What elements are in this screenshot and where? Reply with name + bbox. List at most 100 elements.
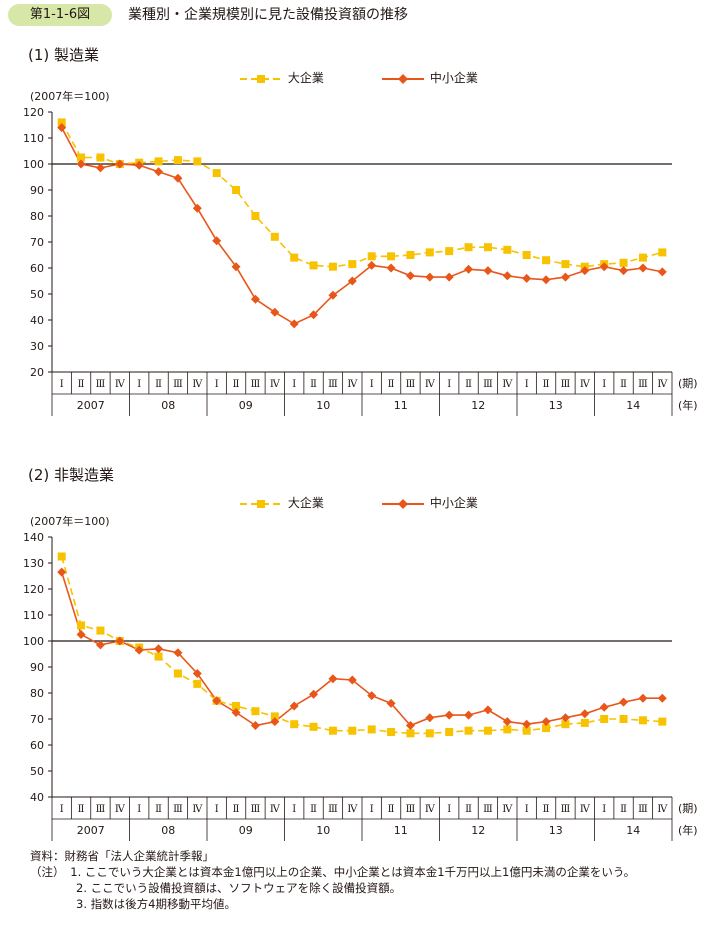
point-large <box>328 262 337 271</box>
legend-label: 大企業 <box>287 71 324 85</box>
quarter-label: Ⅰ <box>602 804 606 815</box>
point-small <box>560 713 570 723</box>
figure-title: 業種別・企業規模別に見た設備投資額の推移 <box>128 7 408 23</box>
year-label: 11 <box>394 824 408 837</box>
point-large <box>367 725 376 734</box>
point-small <box>483 705 493 715</box>
quarter-label: Ⅱ <box>233 804 240 815</box>
point-small <box>522 273 532 283</box>
notes: 資料：財務省「法人企業統計季報」 （注） 1. ここでいう大企業とは資本金1億円… <box>30 848 635 912</box>
quarter-label: Ⅰ <box>60 804 64 815</box>
point-large <box>619 715 628 723</box>
point-small <box>328 674 338 684</box>
quarter-label: Ⅳ <box>580 804 591 815</box>
point-small <box>270 307 280 317</box>
point-small <box>502 271 512 281</box>
point-large <box>542 724 551 733</box>
quarter-label: Ⅳ <box>347 379 358 390</box>
point-large <box>290 720 299 729</box>
point-small <box>95 163 105 173</box>
point-large <box>561 720 570 729</box>
quarter-label: Ⅱ <box>543 379 550 390</box>
year-label: 13 <box>549 399 563 412</box>
quarter-label: Ⅲ <box>328 804 338 815</box>
point-small <box>522 719 532 729</box>
point-small <box>250 294 260 304</box>
y-tick-label: 80 <box>30 687 44 700</box>
y-tick-label: 60 <box>30 262 44 275</box>
quarter-label: Ⅱ <box>155 379 162 390</box>
point-small <box>580 266 590 276</box>
point-small <box>134 160 144 170</box>
point-large <box>232 702 241 710</box>
point-small <box>541 275 551 285</box>
point-large <box>483 726 492 735</box>
year-label: 10 <box>316 824 330 837</box>
quarter-label: Ⅱ <box>543 804 550 815</box>
point-small <box>231 262 241 272</box>
point-large <box>77 621 86 630</box>
quarter-label: Ⅲ <box>96 804 106 815</box>
point-small <box>657 267 667 277</box>
point-large <box>638 716 647 725</box>
quarter-label: Ⅱ <box>78 804 85 815</box>
quarter-label: Ⅳ <box>115 379 126 390</box>
point-large <box>522 726 531 735</box>
quarter-label: Ⅲ <box>483 804 493 815</box>
point-small <box>309 310 319 320</box>
point-large <box>251 707 260 716</box>
y-tick-label: 70 <box>30 713 44 726</box>
y-tick-label: 100 <box>23 635 44 648</box>
point-small <box>289 319 299 329</box>
point-small <box>599 702 609 712</box>
quarter-label: Ⅰ <box>137 379 141 390</box>
y-tick-label: 90 <box>30 661 44 674</box>
year-label: 2007 <box>77 824 105 837</box>
y-tick-label: 50 <box>30 288 44 301</box>
point-large <box>193 157 202 166</box>
point-large <box>658 717 667 726</box>
point-large <box>348 260 357 269</box>
year-label: 09 <box>239 399 253 412</box>
point-small <box>464 264 474 274</box>
point-large <box>154 157 163 166</box>
point-large <box>464 726 473 735</box>
period-unit-label: (期) <box>678 377 698 390</box>
y-tick-label: 30 <box>30 340 44 353</box>
y-tick-label: 100 <box>23 158 44 171</box>
quarter-label: Ⅳ <box>347 804 358 815</box>
point-large <box>406 251 415 259</box>
point-small <box>212 696 222 706</box>
series-large-line <box>60 122 663 268</box>
quarter-label: Ⅲ <box>406 379 416 390</box>
quarter-label: Ⅰ <box>292 804 296 815</box>
point-large <box>154 652 163 661</box>
y-tick-label: 70 <box>30 236 44 249</box>
point-large <box>270 232 279 241</box>
point-small <box>386 698 396 708</box>
quarter-label: Ⅳ <box>270 804 281 815</box>
point-small <box>657 693 667 703</box>
point-large <box>425 729 434 738</box>
chart-2-legend-large: 大企業 <box>238 495 324 511</box>
point-small <box>192 203 202 213</box>
year-unit-label: (年) <box>678 398 698 412</box>
point-large <box>483 243 492 252</box>
legend-large-swatch <box>240 74 282 83</box>
quarter-label: Ⅰ <box>525 379 529 390</box>
point-small <box>619 266 629 276</box>
quarter-label: Ⅲ <box>251 379 261 390</box>
point-small <box>250 721 260 730</box>
point-large <box>232 186 241 194</box>
point-small <box>638 263 648 273</box>
quarter-label: Ⅱ <box>465 379 472 390</box>
point-small <box>95 640 105 650</box>
quarter-label: Ⅰ <box>447 379 451 390</box>
point-large <box>619 258 628 267</box>
figure-label: 第1-1-6図 <box>8 4 112 26</box>
y-tick-label: 50 <box>30 765 44 778</box>
point-large <box>328 726 337 735</box>
point-large <box>193 679 202 688</box>
point-small <box>464 710 474 720</box>
